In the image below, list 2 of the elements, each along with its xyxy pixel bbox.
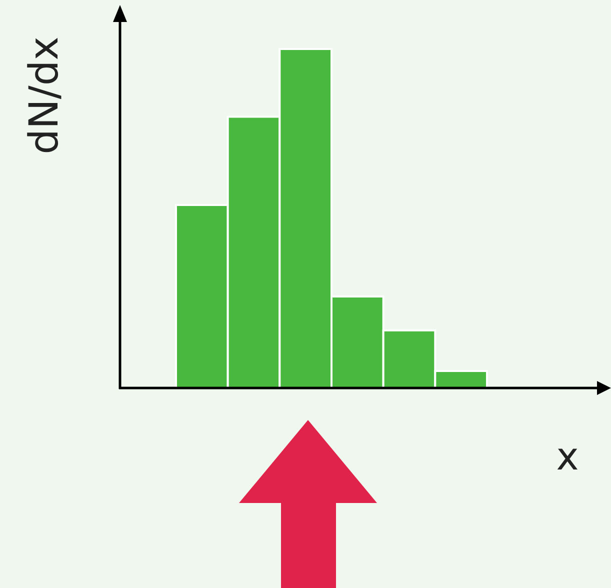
x-axis-title: x [556,434,579,478]
y-axis-title: dN/dx [22,36,68,154]
